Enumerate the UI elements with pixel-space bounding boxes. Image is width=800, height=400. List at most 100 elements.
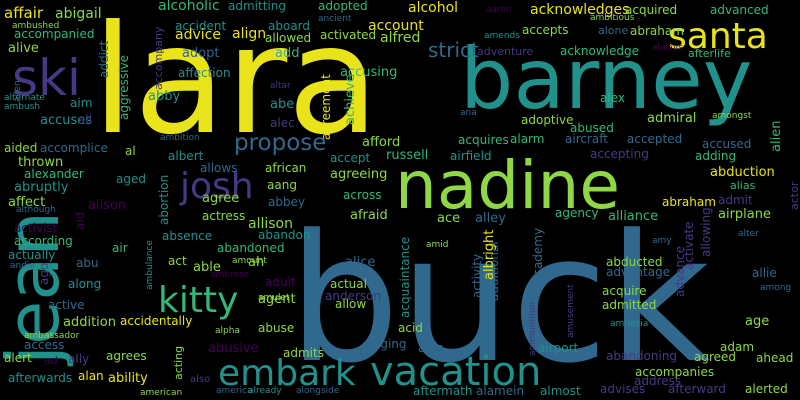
word-nadine: nadine <box>395 147 620 224</box>
word-along: along <box>68 277 101 291</box>
word-accused: accused <box>702 137 751 151</box>
word-additional: additional <box>487 241 501 301</box>
word-acquire: acquire <box>602 284 647 298</box>
word-advanced: advanced <box>710 3 769 17</box>
word-agent: agent <box>258 292 296 307</box>
word-alfred: alfred <box>380 30 420 46</box>
word-ski: ski <box>12 49 81 107</box>
word-acquired: acquired <box>625 3 677 17</box>
word-amusement: amusement <box>566 284 576 338</box>
word-affection: affection <box>178 66 231 80</box>
word-ahead: ahead <box>756 351 793 365</box>
word-affair: affair <box>4 4 44 22</box>
word-accompanied: accompanied <box>14 27 95 41</box>
word-advantage: advantage <box>606 265 670 279</box>
word-activist: activist <box>14 221 58 235</box>
word-anderson: anderson <box>325 289 381 303</box>
word-allowed: allowed <box>265 31 311 45</box>
word-accident: accident <box>175 19 226 33</box>
word-aaron: aaron <box>486 5 512 15</box>
word-admiral: admiral <box>647 111 696 126</box>
word-accompanies: accompanies <box>635 365 714 379</box>
word-adventure: adventure <box>477 45 534 58</box>
word-propose: propose <box>234 130 326 156</box>
word-airfield: airfield <box>450 149 492 163</box>
word-advance: advance <box>673 246 687 297</box>
word-allie: allie <box>752 266 777 280</box>
word-agreeing: agreeing <box>330 167 387 182</box>
word-andie: andie <box>10 261 35 271</box>
word-admitting: admitting <box>228 0 286 13</box>
word-able: able <box>193 260 221 275</box>
word-adopted: adopted <box>318 0 368 13</box>
word-allowing: allowing <box>699 207 713 257</box>
word-accomplice: accomplice <box>40 141 108 155</box>
word-amongst: amongst <box>712 111 752 121</box>
word-amends: amends <box>484 31 520 41</box>
word-accepting: accepting <box>590 147 649 161</box>
word-alan: alan <box>78 369 104 383</box>
word-acquires: acquires <box>458 133 509 147</box>
word-alongside: alongside <box>296 386 340 396</box>
word-buck: buck <box>288 197 710 400</box>
word-ammunition: ammunition <box>528 302 538 356</box>
word-acid: acid <box>398 321 423 335</box>
word-abandon: abandon <box>258 228 311 242</box>
word-among: among <box>760 283 791 293</box>
word-afterwards: afterwards <box>8 371 72 385</box>
word-actress: actress <box>202 209 245 223</box>
word-alexander: alexander <box>24 167 84 181</box>
word-abandoning: abandoning <box>606 349 677 363</box>
word-acquaintance: acquaintance <box>398 237 412 318</box>
word-josh: josh <box>179 166 254 207</box>
word-thrown: thrown <box>18 155 63 170</box>
word-america: america <box>216 386 252 396</box>
word-alliance: alliance <box>608 209 658 224</box>
word-ambulance: ambulance <box>145 240 155 290</box>
word-alamein: alamein <box>476 384 524 398</box>
word-aim: aim <box>70 96 92 110</box>
word-amnesia: amnesia <box>610 319 648 329</box>
word-alternate: alternate <box>4 93 45 103</box>
word-advice: advice <box>175 27 221 43</box>
word-ambassador: ambassador <box>24 331 80 341</box>
word-alex: alex <box>600 91 625 105</box>
word-age: age <box>745 314 769 329</box>
word-ace: ace <box>437 211 460 226</box>
word-absence: absence <box>162 229 212 243</box>
word-abbey: abbey <box>268 195 305 209</box>
word-alerted: alerted <box>745 382 788 396</box>
word-ability: ability <box>108 371 148 386</box>
word-accompany: accompany <box>152 26 165 90</box>
word-alcoholic: alcoholic <box>158 0 220 14</box>
word-vacation: vacation <box>370 349 541 395</box>
word-afraid: afraid <box>350 208 388 223</box>
word-abby: abby <box>148 89 180 104</box>
word-alcohol: alcohol <box>408 0 458 16</box>
word-affect: affect <box>8 195 45 210</box>
word-alien: alien <box>769 121 784 152</box>
word-albright: albright <box>482 230 497 280</box>
word-abduction: abduction <box>710 165 775 180</box>
word-advises: advises <box>600 382 645 396</box>
word-abruptly: abruptly <box>14 180 69 195</box>
word-airport: airport <box>538 341 579 355</box>
word-accidentally: accidentally <box>120 314 192 328</box>
word-alec: alec <box>270 116 295 130</box>
word-ambush: ambush <box>4 102 40 112</box>
word-amy: amy <box>652 236 672 246</box>
word-almost: almost <box>540 384 581 398</box>
word-alice: alice <box>345 255 375 270</box>
word-alarm: alarm <box>510 132 544 146</box>
word-although: although <box>16 205 56 215</box>
word-jean: jean <box>0 211 75 367</box>
word-accepts: accepts <box>522 23 569 37</box>
word-addict: addict <box>97 40 111 78</box>
word-align: align <box>232 26 266 42</box>
word-acknowledges: acknowledges <box>530 2 629 18</box>
word-adult: adult <box>265 275 296 289</box>
word-alison: alison <box>88 198 126 213</box>
word-abusive: abusive <box>208 341 259 356</box>
word-strict: strict <box>428 38 479 62</box>
word-academy: academy <box>531 228 545 283</box>
